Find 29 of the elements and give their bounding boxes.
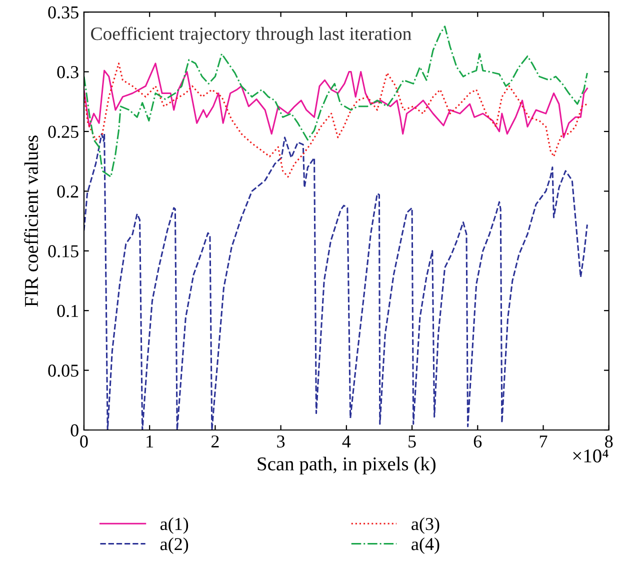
legend-label: a(4) [412, 538, 440, 554]
y-tick-label: 0.25 [48, 126, 78, 138]
x-tick-label: 6 [474, 435, 482, 448]
line-series [84, 26, 588, 178]
legend-label: a(2) [160, 538, 188, 554]
y-tick-label: 0.2 [57, 185, 78, 198]
y-tick-label: 0.35 [48, 6, 78, 19]
x-axis-title: Scan path, in pixels (k) [258, 456, 436, 474]
x-tick-label: 5 [408, 436, 416, 448]
text: Coefficient trajectory through last iteration [91, 26, 412, 44]
x-tick-label: 3 [277, 435, 285, 448]
x-tick-label: 4 [342, 436, 351, 448]
line-series [84, 133, 588, 430]
x-tick-label: 0 [80, 435, 88, 448]
y-tick-label: 0.3 [57, 66, 78, 78]
x-tick-label: 7 [540, 436, 548, 448]
y-axis-title: FIR coefficient values [24, 136, 38, 307]
x-tick-label: 1 [146, 435, 154, 448]
x-tick-label: 2 [211, 435, 219, 448]
line-series [84, 62, 588, 138]
legend-label: a(3) [412, 517, 440, 534]
legend-label: a(1) [160, 517, 188, 534]
y-tick-label: 0.1 [57, 304, 78, 318]
y-tick-label: 0 [70, 424, 78, 436]
line-series [84, 62, 588, 178]
x-tick-label: 8 [605, 435, 613, 448]
text: ×10⁴ [573, 449, 608, 462]
y-tick-label: 0.15 [48, 245, 78, 258]
y-tick-label: 0.05 [48, 364, 78, 377]
